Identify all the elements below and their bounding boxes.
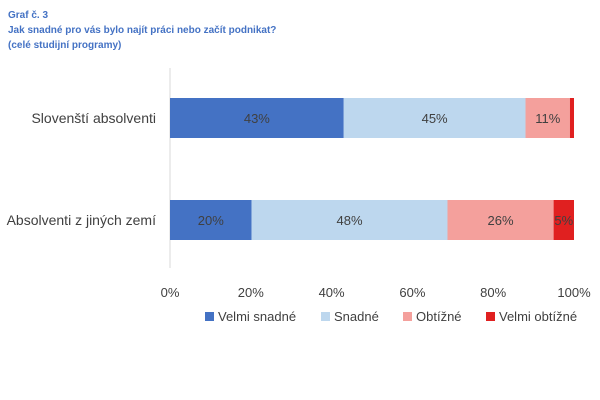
bar-segment (525, 98, 570, 138)
chart-title-line-1: Graf č. 3 (8, 10, 49, 21)
chart-title-line-3: (celé studijní programy) (8, 40, 122, 51)
legend-swatch (321, 312, 330, 321)
chart-title-block: Graf č. 3 Jak snadné pro vás bylo najít … (8, 8, 276, 53)
x-tick-label: 80% (480, 285, 506, 300)
data-label: 20% (198, 213, 224, 228)
x-tick-label: 0% (161, 285, 180, 300)
x-tick-label: 60% (399, 285, 425, 300)
category-label: Absolventi z jiných zemí (7, 212, 157, 228)
legend-swatch (205, 312, 214, 321)
bar-segment (447, 200, 554, 240)
data-label: 48% (337, 213, 363, 228)
bar-segment (170, 98, 344, 138)
bar-segment (569, 98, 574, 138)
data-label: 5% (554, 213, 573, 228)
x-tick-label: 100% (557, 285, 591, 300)
legend-swatch (486, 312, 495, 321)
legend-swatch (403, 312, 412, 321)
chart-title-line-2: Jak snadné pro vás bylo najít práci nebo… (8, 25, 277, 36)
legend-label: Velmi snadné (218, 309, 296, 324)
x-tick-label: 40% (319, 285, 345, 300)
legend-label: Obtížné (416, 309, 462, 324)
bar-segment (170, 200, 252, 240)
data-label: 11% (535, 111, 560, 126)
data-label: 45% (422, 111, 448, 126)
bar-segment (343, 98, 526, 138)
x-tick-label: 20% (238, 285, 264, 300)
legend-label: Velmi obtížné (499, 309, 577, 324)
bar-segment (251, 200, 448, 240)
bar-segment (553, 200, 574, 240)
legend-label: Snadné (334, 309, 379, 324)
data-label: 43% (244, 111, 270, 126)
category-label: Slovenští absolventi (31, 110, 156, 126)
data-label: 26% (488, 213, 514, 228)
